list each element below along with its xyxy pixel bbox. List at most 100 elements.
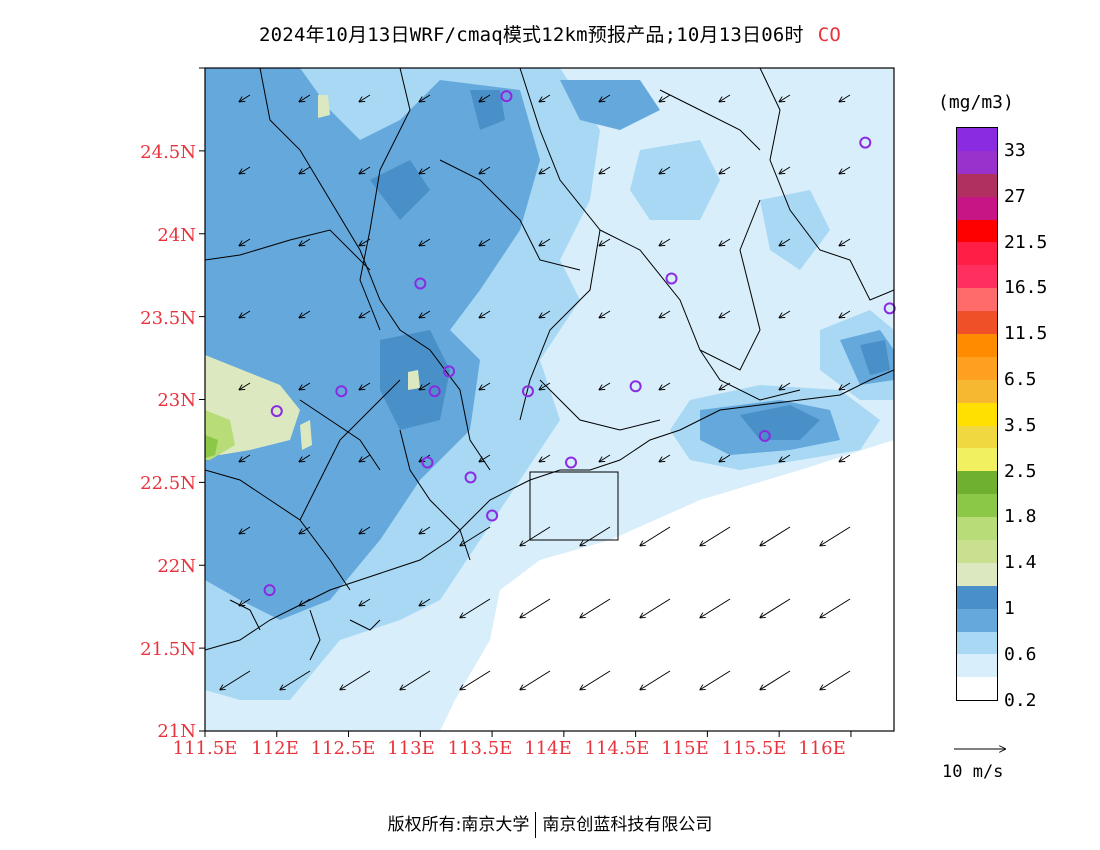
wind-vector <box>820 670 851 690</box>
wind-vector <box>280 670 311 690</box>
colorbar-cell <box>957 654 997 678</box>
colorbar-tick-label: 1 <box>1004 598 1015 619</box>
wind-vector <box>599 94 611 102</box>
colorbar-cell <box>957 311 997 335</box>
wind-vector <box>539 166 551 174</box>
wind-vector <box>479 382 491 390</box>
wind-vector <box>820 598 851 618</box>
wind-vector <box>340 670 371 690</box>
lon-label-112-5: 112.5E <box>310 738 376 759</box>
wind-vector <box>580 670 611 690</box>
colorbar-cell <box>957 608 997 632</box>
reference-wind-label: 10 m/s <box>942 762 1004 782</box>
colorbar-tick-label: 27 <box>1004 185 1026 207</box>
footer-separator <box>535 812 537 838</box>
wind-vector <box>460 670 491 690</box>
wind-vector <box>479 166 491 174</box>
wind-vector <box>599 454 611 462</box>
wind-vector <box>839 166 851 174</box>
wind-vector <box>719 454 731 462</box>
copyright-footer: 版权所有:南京大学 南京创蓝科技有限公司 <box>0 810 1100 838</box>
colorbar-cell <box>957 219 997 243</box>
wind-vector <box>239 598 251 606</box>
station-marker <box>443 365 456 378</box>
wind-vector <box>539 94 551 102</box>
wind-vector <box>640 670 671 690</box>
wind-vector <box>839 94 851 102</box>
lat-label-21-5: 21.5N <box>140 639 196 660</box>
wind-vector <box>299 598 311 606</box>
colorbar-cell <box>957 288 997 312</box>
monitoring-stations <box>263 90 896 597</box>
wind-vector <box>599 310 611 318</box>
wind-vector <box>359 382 371 390</box>
lat-label-24: 24N <box>157 225 196 246</box>
wind-vector <box>719 166 731 174</box>
wind-vector <box>779 454 791 462</box>
wind-vector <box>299 382 311 390</box>
station-marker <box>464 471 477 484</box>
wind-vector <box>520 526 551 546</box>
wind-vector <box>839 382 851 390</box>
wind-vector <box>419 310 431 318</box>
wind-vector <box>719 310 731 318</box>
wind-vector <box>599 166 611 174</box>
station-marker <box>335 385 348 398</box>
colorbar-cell <box>957 242 997 266</box>
wind-vector <box>599 382 611 390</box>
station-marker <box>263 584 276 597</box>
wind-vector <box>239 238 251 246</box>
colorbar-tick-label: 0.2 <box>1004 689 1037 711</box>
colorbar-cell <box>957 173 997 197</box>
wind-vector <box>359 454 371 462</box>
wind-vector <box>299 94 311 102</box>
wind-vector <box>460 526 491 546</box>
wind-vector <box>479 454 491 462</box>
colorbar <box>956 127 998 702</box>
station-marker <box>565 456 578 469</box>
lat-label-23-5: 23.5N <box>140 308 196 329</box>
wind-vector <box>239 94 251 102</box>
wind-vector <box>839 454 851 462</box>
wind-vector <box>419 598 431 606</box>
wind-vector <box>700 526 731 546</box>
wind-vector <box>479 310 491 318</box>
colorbar-cell <box>957 448 997 472</box>
concentration-field <box>205 68 894 731</box>
colorbar-cell <box>957 196 997 220</box>
colorbar-cell <box>957 562 997 586</box>
wind-vector <box>359 166 371 174</box>
colorbar-cell <box>957 517 997 541</box>
copyright-owner: 版权所有:南京大学 <box>387 815 530 835</box>
colorbar-cell <box>957 334 997 357</box>
colorbar-units: (mg/m3) <box>938 92 1014 113</box>
colorbar-cell <box>957 471 997 495</box>
wind-vector <box>820 526 851 546</box>
axis-ticks <box>199 67 852 737</box>
wind-vector <box>520 598 551 618</box>
wind-vector <box>700 670 731 690</box>
wind-vector <box>640 598 671 618</box>
wind-vector <box>299 310 311 318</box>
wind-vector <box>299 526 311 534</box>
colorbar-tick-label: 33 <box>1004 140 1026 161</box>
wind-vector <box>359 526 371 534</box>
wind-vector <box>779 94 791 102</box>
station-marker <box>859 136 872 149</box>
wind-vector <box>760 526 791 546</box>
station-marker <box>486 509 499 522</box>
colorbar-cell <box>957 128 997 151</box>
wind-vector <box>659 238 671 246</box>
colorbar-cell <box>957 425 997 449</box>
lat-label-24-5: 24.5N <box>140 142 196 163</box>
lon-label-113-5: 113.5E <box>447 738 513 759</box>
wind-vector <box>659 94 671 102</box>
wind-vector <box>239 526 251 534</box>
colorbar-cell <box>957 379 997 403</box>
lon-label-113: 113E <box>387 738 435 759</box>
colorbar-cell <box>957 631 997 655</box>
wind-vector <box>479 94 491 102</box>
colorbar-cell <box>957 677 997 701</box>
wind-vector <box>659 166 671 174</box>
wind-vector <box>659 382 671 390</box>
